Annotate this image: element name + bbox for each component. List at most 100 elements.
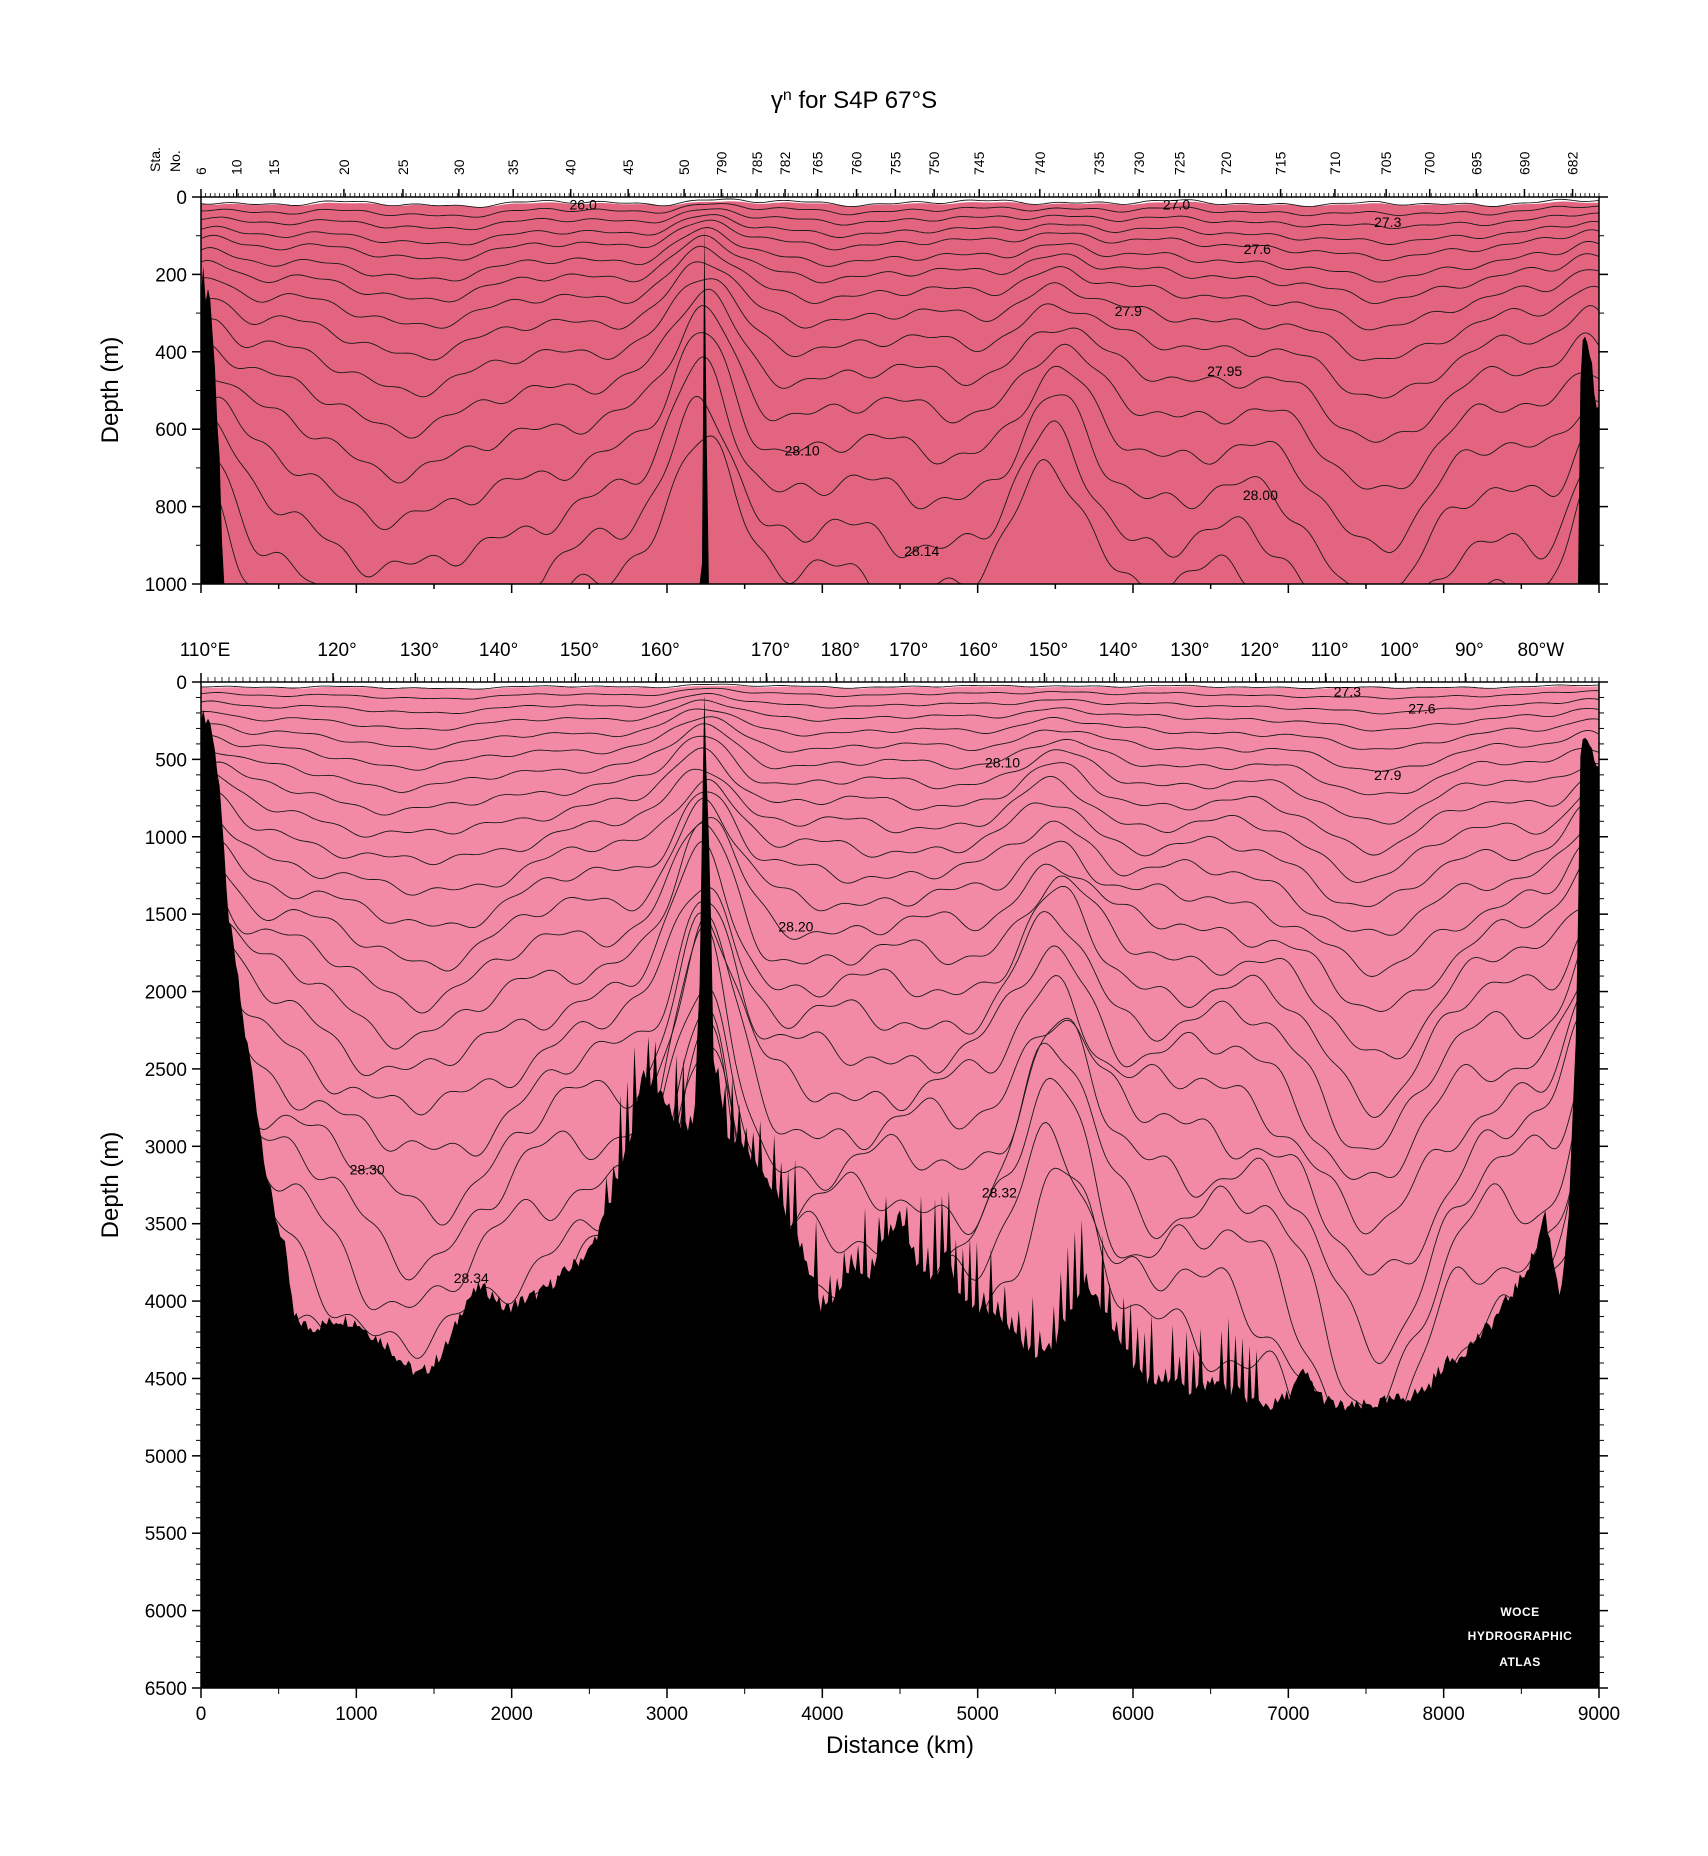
x-axis-title: Distance (km) xyxy=(826,1732,974,1759)
longitude-label: 180° xyxy=(821,640,860,661)
contour-line xyxy=(201,356,1599,584)
contour-label: 27.3 xyxy=(1374,214,1401,230)
seafloor-lower xyxy=(201,693,1599,1688)
svg-text:HYDROGRAPHIC: HYDROGRAPHIC xyxy=(1468,1629,1573,1643)
longitude-label: 140° xyxy=(479,640,518,661)
x-tick-label: 6000 xyxy=(1112,1704,1154,1725)
x-tick-label: 1000 xyxy=(335,1704,377,1725)
station-label: 40 xyxy=(563,159,579,175)
longitude-label: 130° xyxy=(1170,640,1209,661)
longitude-label: 150° xyxy=(560,640,599,661)
longitude-label: 170° xyxy=(751,640,790,661)
contour-line xyxy=(201,822,1599,1060)
svg-text:ATLAS: ATLAS xyxy=(1499,1655,1541,1669)
y-tick-label: 3000 xyxy=(145,1137,187,1158)
y-tick-label: 200 xyxy=(155,265,187,286)
svg-text:WOCE: WOCE xyxy=(1500,1605,1539,1619)
contour-line xyxy=(201,687,1599,700)
station-label: 710 xyxy=(1327,151,1343,175)
station-label: 790 xyxy=(713,151,729,175)
contour-line xyxy=(201,683,1599,690)
contour-line xyxy=(201,227,1599,283)
lower-y-axis-title: Depth (m) xyxy=(97,1132,124,1239)
contour-label: 27.6 xyxy=(1244,241,1271,257)
y-tick-label: 4000 xyxy=(145,1292,187,1313)
y-tick-label: 1000 xyxy=(145,828,187,849)
contour-line xyxy=(201,841,1599,1118)
station-label: 10 xyxy=(229,159,245,175)
contour-line xyxy=(201,723,1599,796)
station-label: 30 xyxy=(451,159,467,175)
station-label: 700 xyxy=(1422,151,1438,175)
contour-label: 28.20 xyxy=(778,919,813,935)
station-label: 6 xyxy=(193,167,209,175)
station-axis-label-line2: No. xyxy=(167,150,183,172)
station-label: 745 xyxy=(971,151,987,175)
contour-line xyxy=(201,305,1599,490)
y-tick-label: 1000 xyxy=(145,575,187,596)
contour-label: 27.0 xyxy=(1163,197,1190,213)
station-axis-label-line1: Sta. xyxy=(147,147,163,172)
station-label: 20 xyxy=(336,159,352,175)
station-label: 35 xyxy=(505,159,521,175)
station-label: 682 xyxy=(1565,151,1581,175)
station-label: 740 xyxy=(1032,151,1048,175)
chart-title: γn for S4P 67°S xyxy=(771,87,937,115)
station-label: 715 xyxy=(1273,151,1289,175)
contour-line xyxy=(201,886,1599,1150)
x-tick-label: 9000 xyxy=(1578,1704,1620,1725)
y-tick-label: 0 xyxy=(176,188,187,209)
station-label: 782 xyxy=(777,151,793,175)
contour-line xyxy=(201,214,1599,246)
contour-line xyxy=(201,203,1599,218)
contour-label: 27.3 xyxy=(1334,683,1361,699)
station-label: 735 xyxy=(1091,151,1107,175)
contour-label: 28.32 xyxy=(982,1185,1017,1201)
x-tick-label: 4000 xyxy=(801,1704,843,1725)
station-label: 785 xyxy=(749,151,765,175)
upper-panel: 0 200 400 600 800 1000 Depth (m) 6 10 15 20 25 30 35 4… xyxy=(97,151,1608,596)
x-tick-label: 7000 xyxy=(1267,1704,1309,1725)
y-tick-label: 3500 xyxy=(145,1215,187,1236)
contour-label: 28.10 xyxy=(985,754,1020,770)
station-label: 725 xyxy=(1172,151,1188,175)
y-tick-label: 6000 xyxy=(145,1602,187,1623)
y-tick-label: 4500 xyxy=(145,1369,187,1390)
y-tick-label: 0 xyxy=(176,673,187,694)
y-tick-label: 500 xyxy=(155,750,187,771)
x-tick-label: 5000 xyxy=(957,1704,999,1725)
contour-line xyxy=(201,219,1599,262)
contour-line xyxy=(201,208,1599,231)
longitude-label: 170° xyxy=(889,640,928,661)
woce-logo: WOCE HYDROGRAPHIC ATLAS xyxy=(1468,1605,1573,1669)
x-tick-label: 8000 xyxy=(1423,1704,1465,1725)
upper-contour-lines xyxy=(201,198,1599,584)
contour-line xyxy=(201,735,1599,825)
y-tick-label: 600 xyxy=(155,420,187,441)
station-label: 705 xyxy=(1378,151,1394,175)
lower-seafloor xyxy=(201,693,1599,1688)
longitude-label: 110°E xyxy=(180,640,231,661)
y-tick-label: 6500 xyxy=(145,1679,187,1700)
contour-label: 28.00 xyxy=(1243,487,1278,503)
x-tick-label: 3000 xyxy=(646,1704,688,1725)
contour-line xyxy=(201,332,1599,553)
station-label: 720 xyxy=(1218,151,1234,175)
contour-line xyxy=(201,912,1599,1235)
station-label: 760 xyxy=(849,151,865,175)
contour-line xyxy=(201,693,1599,715)
contour-label: 27.9 xyxy=(1374,767,1401,783)
longitude-label: 130° xyxy=(400,640,439,661)
x-tick-label: 0 xyxy=(196,1704,207,1725)
contour-line xyxy=(201,924,1599,1364)
contour-line xyxy=(201,261,1599,361)
contour-line xyxy=(201,396,1599,584)
longitude-label: 140° xyxy=(1099,640,1138,661)
station-label: 765 xyxy=(810,151,826,175)
contour-label: 28.34 xyxy=(454,1270,489,1286)
y-tick-label: 5000 xyxy=(145,1447,187,1468)
station-label: 25 xyxy=(395,159,411,175)
station-label: 15 xyxy=(266,159,282,175)
contour-line xyxy=(201,914,1599,1281)
